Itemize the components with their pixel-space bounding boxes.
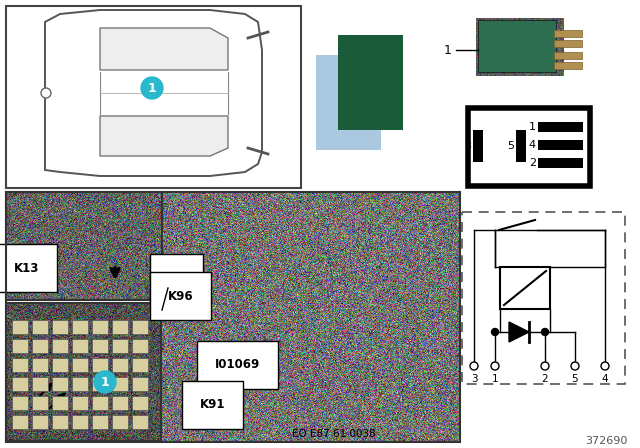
Text: 5: 5	[572, 374, 579, 384]
Bar	[92, 396, 108, 410]
Bar	[12, 415, 28, 429]
Polygon shape	[509, 322, 529, 342]
Bar	[132, 339, 148, 353]
Bar	[6, 192, 460, 442]
Polygon shape	[100, 116, 228, 156]
Text: 3: 3	[464, 141, 471, 151]
Bar	[92, 339, 108, 353]
Bar	[132, 377, 148, 391]
Bar	[554, 30, 582, 37]
Bar	[12, 396, 28, 410]
Text: 5: 5	[507, 141, 514, 151]
Text: K91: K91	[200, 399, 225, 412]
Circle shape	[41, 88, 51, 98]
Bar	[112, 358, 128, 372]
Text: 1: 1	[100, 375, 109, 388]
Circle shape	[491, 362, 499, 370]
Bar	[554, 52, 582, 59]
Bar	[162, 192, 460, 442]
Bar	[72, 377, 88, 391]
Bar	[92, 320, 108, 334]
Text: 2: 2	[529, 158, 536, 168]
Bar	[462, 212, 625, 384]
Text: 2: 2	[541, 374, 548, 384]
Bar	[72, 415, 88, 429]
Bar	[12, 339, 28, 353]
Bar	[12, 377, 28, 391]
Bar	[132, 358, 148, 372]
Bar	[12, 358, 28, 372]
Text: 1: 1	[529, 122, 536, 132]
Bar	[52, 377, 68, 391]
Bar	[72, 396, 88, 410]
Polygon shape	[100, 28, 228, 70]
Bar	[32, 339, 48, 353]
Bar	[554, 62, 582, 69]
Circle shape	[541, 328, 548, 336]
Text: 1: 1	[492, 374, 499, 384]
Bar	[473, 130, 483, 162]
Bar	[72, 320, 88, 334]
Bar	[32, 377, 48, 391]
Bar	[500, 267, 550, 309]
Bar	[338, 35, 403, 130]
Bar	[12, 320, 28, 334]
Text: 4: 4	[529, 140, 536, 150]
Bar	[538, 122, 583, 132]
Circle shape	[141, 77, 163, 99]
Bar	[32, 415, 48, 429]
Bar	[92, 358, 108, 372]
Text: 372690: 372690	[586, 436, 628, 446]
Bar	[92, 377, 108, 391]
Bar	[6, 192, 162, 300]
Bar	[72, 358, 88, 372]
Bar	[132, 415, 148, 429]
Text: 3: 3	[470, 374, 477, 384]
Bar	[478, 20, 556, 72]
Text: K96: K96	[168, 289, 194, 302]
Bar	[112, 320, 128, 334]
Bar	[554, 40, 582, 47]
Bar	[6, 303, 161, 441]
Circle shape	[601, 362, 609, 370]
Bar	[112, 396, 128, 410]
Circle shape	[94, 371, 116, 393]
Circle shape	[541, 362, 549, 370]
Circle shape	[492, 328, 499, 336]
Text: K13: K13	[14, 262, 40, 275]
Bar	[32, 396, 48, 410]
Bar	[52, 320, 68, 334]
Text: EO E87 61 0038: EO E87 61 0038	[292, 429, 376, 439]
Bar	[132, 396, 148, 410]
Text: 1: 1	[444, 43, 452, 56]
Bar	[52, 339, 68, 353]
Circle shape	[571, 362, 579, 370]
Bar	[538, 140, 583, 150]
Circle shape	[470, 362, 478, 370]
Bar	[516, 130, 526, 162]
Bar	[32, 358, 48, 372]
Bar	[52, 415, 68, 429]
Bar	[112, 415, 128, 429]
Bar	[32, 320, 48, 334]
Bar	[52, 396, 68, 410]
Bar	[52, 358, 68, 372]
Bar	[132, 320, 148, 334]
Bar	[6, 6, 301, 188]
Polygon shape	[45, 10, 262, 176]
Bar	[112, 339, 128, 353]
Bar	[538, 158, 583, 168]
Bar	[72, 339, 88, 353]
Bar	[92, 415, 108, 429]
Text: 4: 4	[602, 374, 608, 384]
Text: I01069: I01069	[215, 358, 260, 371]
Bar	[112, 377, 128, 391]
Bar	[468, 108, 590, 186]
Text: 1: 1	[148, 82, 156, 95]
Bar	[316, 55, 381, 150]
Text: K2: K2	[168, 271, 185, 284]
